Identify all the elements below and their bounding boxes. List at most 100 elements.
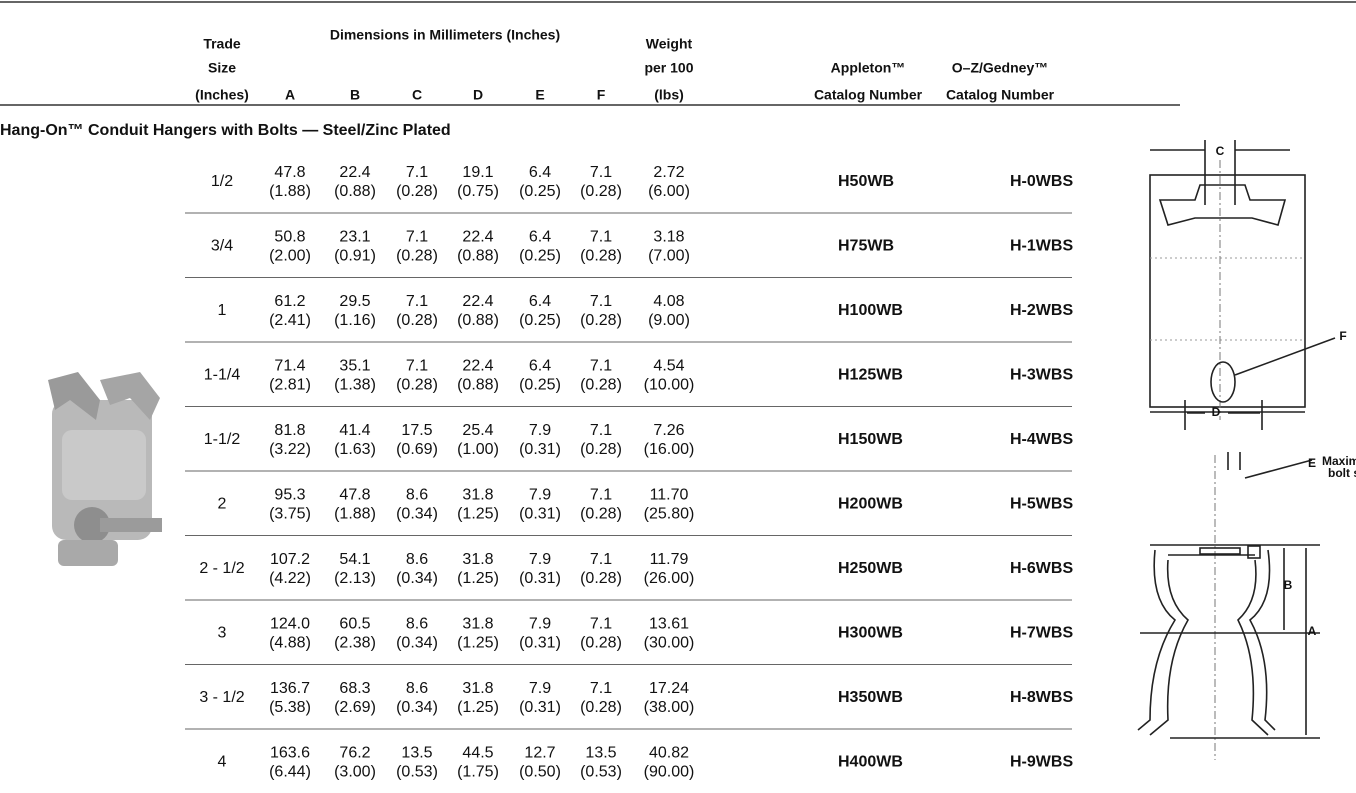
dimension-mm: 7.1 xyxy=(590,422,612,439)
appleton-catalog: H50WB xyxy=(838,173,894,190)
dimension-in: (0.28) xyxy=(396,183,438,200)
dimension-in: (0.34) xyxy=(396,635,438,652)
header-label: O–Z/Gedney™ xyxy=(952,60,1048,76)
dimension-in: (2.69) xyxy=(334,699,376,716)
dimension-in: (0.31) xyxy=(519,635,561,652)
dimension-in: (6.44) xyxy=(269,764,311,781)
trade-size: 2 - 1/2 xyxy=(199,560,244,577)
dimension-mm: 31.8 xyxy=(462,680,493,697)
weight-value: (30.00) xyxy=(644,635,695,652)
ozgedney-catalog: H-9WBS xyxy=(1010,754,1073,771)
weight-value: 11.70 xyxy=(650,487,689,504)
dimension-mm: 13.5 xyxy=(401,745,432,762)
dimension-mm: 35.1 xyxy=(339,358,370,375)
dimension-in: (4.22) xyxy=(269,570,311,587)
dimension-mm: 8.6 xyxy=(406,487,428,504)
weight-value: (10.00) xyxy=(644,377,695,394)
header-label: per 100 xyxy=(644,60,693,76)
dimension-in: (0.34) xyxy=(396,570,438,587)
trade-size: 3/4 xyxy=(211,238,233,255)
dimension-in: (0.28) xyxy=(396,312,438,329)
dimension-in: (0.88) xyxy=(457,312,499,329)
weight-value: 13.61 xyxy=(649,616,689,633)
dimension-mm: 29.5 xyxy=(339,293,370,310)
dimension-mm: 6.4 xyxy=(529,229,551,246)
dimension-mm: 61.2 xyxy=(274,293,305,310)
diagram-label: E xyxy=(1308,456,1316,470)
header-label: A xyxy=(285,87,295,103)
header-label: B xyxy=(350,87,360,103)
dimension-mm: 6.4 xyxy=(529,293,551,310)
dimension-in: (3.00) xyxy=(334,764,376,781)
dimension-mm: 60.5 xyxy=(339,616,370,633)
appleton-catalog: H250WB xyxy=(838,560,903,577)
dimension-mm: 7.9 xyxy=(529,487,551,504)
dimension-in: (3.75) xyxy=(269,506,311,523)
header-label: (lbs) xyxy=(654,87,684,103)
dimension-in: (0.31) xyxy=(519,441,561,458)
dimension-mm: 22.4 xyxy=(462,358,493,375)
trade-size: 3 - 1/2 xyxy=(199,689,244,706)
trade-size: 2 xyxy=(218,496,227,513)
weight-value: 4.08 xyxy=(653,293,684,310)
header-label: E xyxy=(535,87,544,103)
ozgedney-catalog: H-5WBS xyxy=(1010,496,1073,513)
ozgedney-catalog: H-1WBS xyxy=(1010,238,1073,255)
ozgedney-catalog: H-6WBS xyxy=(1010,560,1073,577)
weight-value: 7.26 xyxy=(653,422,684,439)
ozgedney-catalog: H-8WBS xyxy=(1010,689,1073,706)
dimension-in: (0.28) xyxy=(580,377,622,394)
header-label: Dimensions in Millimeters (Inches) xyxy=(330,27,560,43)
weight-value: 40.82 xyxy=(649,745,689,762)
dimension-in: (0.28) xyxy=(580,570,622,587)
diagram-label: C xyxy=(1216,144,1225,158)
dimension-in: (0.75) xyxy=(457,183,499,200)
appleton-catalog: H125WB xyxy=(838,367,903,384)
dimension-mm: 8.6 xyxy=(406,616,428,633)
header-label: C xyxy=(412,87,422,103)
dimension-mm: 17.5 xyxy=(401,422,432,439)
ozgedney-catalog: H-0WBS xyxy=(1010,173,1073,190)
dimension-in: (0.88) xyxy=(334,183,376,200)
dimension-mm: 7.1 xyxy=(590,293,612,310)
dimension-mm: 12.7 xyxy=(524,745,555,762)
header-label: Trade xyxy=(203,36,241,52)
appleton-catalog: H300WB xyxy=(838,625,903,642)
weight-value: (90.00) xyxy=(644,764,695,781)
dimension-in: (0.53) xyxy=(580,764,622,781)
dimension-in: (0.31) xyxy=(519,570,561,587)
dimension-mm: 136.7 xyxy=(270,680,310,697)
dimension-mm: 54.1 xyxy=(339,551,370,568)
ozgedney-catalog: H-7WBS xyxy=(1010,625,1073,642)
ozgedney-catalog: H-3WBS xyxy=(1010,367,1073,384)
dimension-in: (0.88) xyxy=(457,248,499,265)
trade-size: 1-1/2 xyxy=(204,431,241,448)
diagram-label: bolt size xyxy=(1328,466,1356,480)
dimension-in: (2.13) xyxy=(334,570,376,587)
trade-size: 4 xyxy=(218,754,227,771)
weight-value: 2.72 xyxy=(653,164,684,181)
dimension-in: (0.31) xyxy=(519,699,561,716)
dimension-mm: 7.1 xyxy=(406,229,428,246)
dimension-mm: 41.4 xyxy=(339,422,370,439)
dimension-mm: 31.8 xyxy=(462,487,493,504)
trade-size: 1 xyxy=(218,302,227,319)
dimension-in: (1.38) xyxy=(334,377,376,394)
dimension-in: (2.00) xyxy=(269,248,311,265)
trade-size: 1/2 xyxy=(211,173,233,190)
header-label: Weight xyxy=(646,36,693,52)
weight-value: 11.79 xyxy=(650,551,689,568)
dimension-mm: 6.4 xyxy=(529,164,551,181)
dimension-in: (0.53) xyxy=(396,764,438,781)
top-view-diagram: C F D xyxy=(1149,140,1347,430)
dimension-mm: 44.5 xyxy=(462,745,493,762)
dimension-mm: 7.1 xyxy=(406,164,428,181)
dimension-mm: 22.4 xyxy=(339,164,370,181)
dimension-mm: 81.8 xyxy=(274,422,305,439)
dimension-in: (1.25) xyxy=(457,635,499,652)
diagram-label: B xyxy=(1284,578,1293,592)
header-label: Appleton™ xyxy=(831,60,906,76)
dimension-in: (0.31) xyxy=(519,506,561,523)
dimension-in: (0.34) xyxy=(396,506,438,523)
